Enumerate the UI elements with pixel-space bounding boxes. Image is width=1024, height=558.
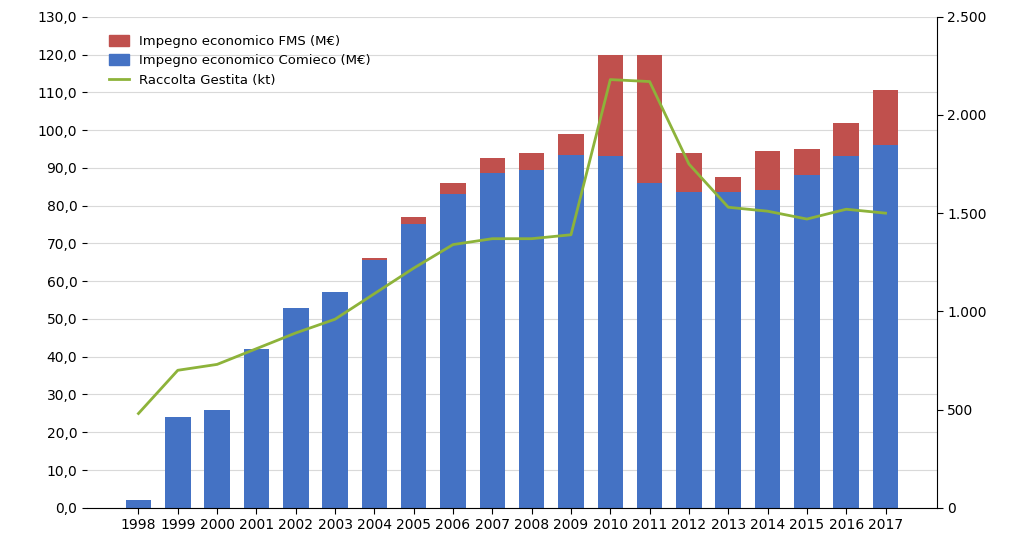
Bar (283, 307, 308, 508)
Bar (323, 292, 348, 508)
Bar (126, 500, 152, 508)
Bar (795, 175, 819, 508)
Bar (401, 217, 426, 224)
Bar (440, 194, 466, 508)
Bar (676, 193, 701, 508)
Bar (165, 417, 190, 508)
Bar (401, 224, 426, 508)
Bar (440, 183, 466, 194)
Bar (676, 153, 701, 193)
Bar (205, 410, 229, 508)
Legend: Impegno economico FMS (M€), Impegno economico Comieco (M€), Raccolta Gestita (kt: Impegno economico FMS (M€), Impegno econ… (102, 28, 377, 94)
Bar (598, 156, 623, 508)
Bar (755, 151, 780, 190)
Bar (479, 174, 505, 508)
Bar (244, 349, 269, 508)
Bar (637, 55, 663, 183)
Bar (716, 177, 741, 193)
Bar (795, 149, 819, 175)
Bar (519, 170, 545, 508)
Bar (598, 55, 623, 156)
Bar (361, 258, 387, 261)
Bar (834, 156, 859, 508)
Bar (558, 134, 584, 155)
Bar (519, 153, 545, 170)
Bar (637, 183, 663, 508)
Bar (755, 190, 780, 508)
Bar (479, 158, 505, 174)
Bar (558, 155, 584, 508)
Bar (872, 145, 898, 508)
Bar (872, 90, 898, 145)
Bar (361, 261, 387, 508)
Bar (716, 193, 741, 508)
Bar (834, 123, 859, 156)
